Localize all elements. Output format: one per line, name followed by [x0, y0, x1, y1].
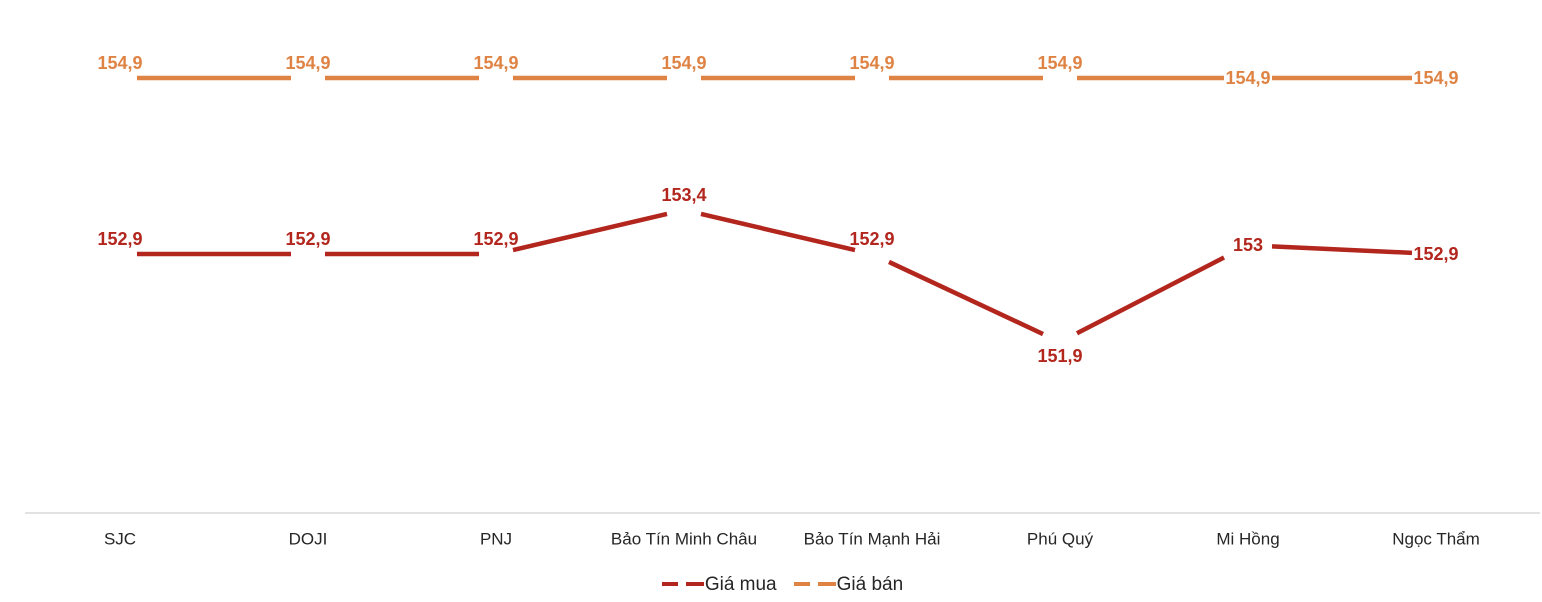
line-segment-s0-6 — [1271, 244, 1413, 256]
line-segment-s0-2 — [512, 211, 668, 253]
legend-label-gia-mua: Giá mua — [704, 573, 777, 595]
data-label-s1-p6: 154,9 — [1225, 68, 1271, 88]
legend: Giá mua Giá bán — [0, 570, 1542, 598]
legend-item-gia-mua[interactable]: Giá mua — [661, 575, 777, 594]
data-label-s1-p3: 154,9 — [661, 53, 707, 73]
line-segment-s0-4 — [888, 259, 1044, 337]
data-label-s1-p0: 154,9 — [97, 53, 143, 73]
data-label-s1-p7: 154,9 — [1413, 68, 1459, 88]
x-axis-label-3: Bảo Tín Minh Châu — [610, 529, 758, 549]
data-label-s1-p1: 154,9 — [285, 53, 331, 73]
x-axis-label-6: Mi Hồng — [1216, 529, 1280, 549]
x-axis-label-1: DOJI — [288, 529, 328, 549]
gia-ban-dashed-line-icon — [793, 582, 836, 586]
legend-item-gia-ban[interactable]: Giá bán — [793, 573, 904, 595]
data-label-s0-p2: 152,9 — [473, 229, 519, 249]
line-segment-s0-3 — [700, 211, 856, 253]
legend-label-gia-ban: Giá bán — [836, 573, 904, 595]
x-axis-label-0: SJC — [103, 529, 137, 549]
x-axis-label-5: Phú Quý — [1026, 529, 1094, 549]
x-axis-label-4: Bảo Tín Mạnh Hải — [803, 529, 941, 549]
data-label-s0-p4: 152,9 — [849, 229, 895, 249]
x-axis-label-2: PNJ — [479, 529, 513, 549]
data-label-s0-p6: 153 — [1232, 235, 1264, 256]
data-label-s1-p5: 154,9 — [1037, 53, 1083, 73]
data-label-s0-p0: 152,9 — [97, 229, 143, 249]
data-label-s1-p4: 154,9 — [849, 53, 895, 73]
data-label-s0-p5: 151,9 — [1037, 346, 1083, 366]
data-label-s1-p2: 154,9 — [473, 53, 519, 73]
data-label-s0-p3: 153,4 — [661, 185, 707, 205]
line-segment-s0-5 — [1075, 255, 1226, 336]
gia-mua-dashed-line-icon — [661, 582, 704, 586]
data-label-s0-p7: 152,9 — [1413, 244, 1459, 264]
data-label-s0-p1: 152,9 — [285, 229, 331, 249]
x-axis-label-7: Ngọc Thẩm — [1392, 529, 1480, 549]
